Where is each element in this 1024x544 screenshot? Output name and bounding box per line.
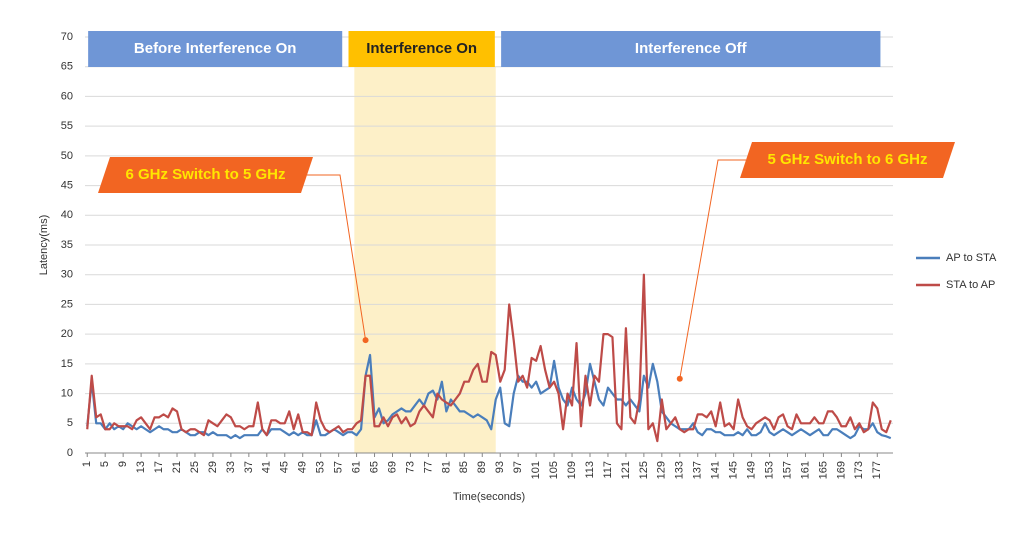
y-tick-label: 25 [61,298,73,310]
y-tick-label: 10 [61,387,73,399]
x-tick-label: 57 [333,461,345,473]
x-tick-label: 137 [692,461,704,479]
callout-leader [307,174,367,341]
x-tick-label: 69 [386,461,398,473]
y-axis-title: Latency(ms) [38,215,50,276]
series-line [86,353,892,440]
y-tick-label: 60 [61,90,73,102]
phase-box [501,31,881,67]
x-tick-label: 61 [350,461,362,473]
x-tick-label: 101 [530,461,542,479]
x-tick-label: 73 [404,461,416,473]
y-tick-label: 65 [61,61,73,73]
x-tick-label: 93 [494,461,506,473]
x-tick-label: 1 [81,461,93,467]
x-tick-label: 97 [512,461,524,473]
x-axis-title: Time(seconds) [453,491,525,503]
callout-text: 5 GHz Switch to 6 GHz [767,151,927,168]
x-tick-label: 109 [566,461,578,479]
x-tick-label: 85 [458,461,470,473]
x-tick-label: 177 [871,461,883,479]
x-tick-label: 33 [225,461,237,473]
annotation-point [676,375,683,382]
x-tick-label: 13 [135,461,147,473]
x-tick-label: 153 [763,461,775,479]
x-tick-label: 53 [315,461,327,473]
phase-box [88,31,343,67]
y-tick-label: 15 [61,358,73,370]
x-tick-label: 89 [476,461,488,473]
annotation-point [362,337,369,344]
x-tick-label: 117 [602,461,614,479]
x-tick-label: 5 [99,461,111,467]
x-tick-label: 133 [674,461,686,479]
x-tick-label: 29 [207,461,219,473]
phase-label: Interference On [366,40,477,57]
x-tick-label: 9 [117,461,129,467]
callout-box [98,157,313,193]
phase-label: Interference Off [635,40,748,57]
y-tick-label: 35 [61,239,73,251]
x-tick-label: 65 [368,461,380,473]
x-tick-label: 129 [656,461,668,479]
x-tick-label: 105 [548,461,560,479]
y-tick-label: 40 [61,209,73,221]
x-tick-label: 77 [422,461,434,473]
x-tick-label: 125 [638,461,650,479]
x-tick-label: 121 [620,461,632,479]
callout-text: 6 GHz Switch to 5 GHz [125,166,285,183]
y-tick-label: 30 [61,269,73,281]
y-tick-label: 45 [61,179,73,191]
x-tick-label: 49 [297,461,309,473]
phase-label: Before Interference On [134,40,297,57]
x-tick-label: 145 [728,461,740,479]
y-tick-label: 55 [61,120,73,132]
x-tick-label: 21 [171,461,183,473]
legend-label: STA to AP [946,279,995,291]
phase-box [348,31,495,67]
x-tick-label: 17 [153,461,165,473]
x-tick-label: 45 [279,461,291,473]
y-tick-label: 50 [61,150,73,162]
x-tick-label: 113 [584,461,596,479]
shaded-span [354,67,496,453]
x-tick-label: 165 [817,461,829,479]
x-tick-label: 25 [189,461,201,473]
y-tick-label: 70 [61,31,73,43]
x-tick-label: 169 [835,461,847,479]
legend-label: AP to STA [946,252,997,264]
x-tick-label: 141 [710,461,722,479]
y-tick-label: 20 [61,328,73,340]
callout-leader [679,159,746,379]
x-tick-label: 37 [243,461,255,473]
x-tick-label: 157 [781,461,793,479]
x-tick-label: 41 [261,461,273,473]
y-tick-label: 5 [67,417,73,429]
x-tick-label: 81 [440,461,452,473]
series-line [86,273,892,443]
y-tick-label: 0 [67,447,73,459]
x-tick-label: 149 [746,461,758,479]
callout-box [740,142,955,178]
x-tick-label: 173 [853,461,865,479]
x-tick-label: 161 [799,461,811,479]
